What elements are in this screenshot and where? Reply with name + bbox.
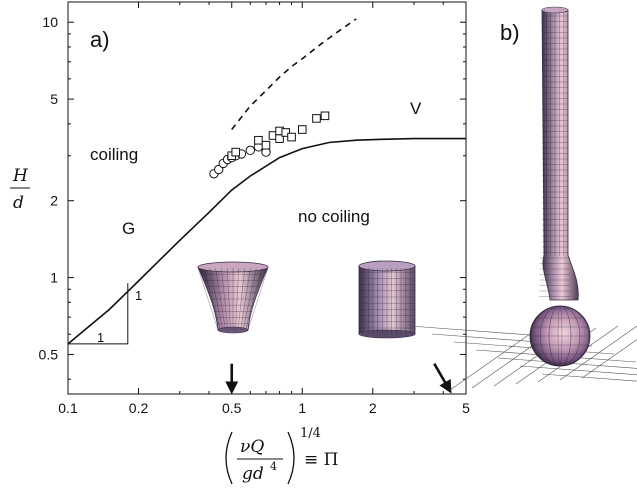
data-point-square (281, 128, 291, 137)
x-label-equiv: ≡ Π (304, 450, 338, 470)
x-ticks: 0.1 0.2 0.5 1 2 5 (58, 2, 470, 416)
floor-grid-line (449, 333, 531, 391)
y-ticks: 0.5 1 2 5 10 (39, 14, 466, 380)
floor-grid-line (559, 325, 637, 381)
x-label-exponent: 1/4 (300, 426, 321, 441)
data-point-square (275, 134, 284, 143)
x-tick-label: 0.1 (58, 400, 78, 416)
floor-grid-line (519, 365, 637, 376)
markers (209, 111, 330, 179)
floor-grid-line (497, 357, 637, 369)
slope-run-label: 1 (97, 330, 104, 345)
x-axis-label: νQ gd 4 1/4 ≡ Π (225, 426, 338, 485)
panel-label-a: a) (90, 27, 110, 52)
slope-triangle (68, 283, 129, 345)
solid-curve (67, 137, 466, 345)
x-tick-label: 5 (462, 400, 470, 416)
no-coiling-label: no coiling (298, 207, 370, 226)
data-point-square (231, 147, 241, 157)
cylinder-icon (358, 260, 416, 339)
coiling-filament-icon (409, 6, 637, 391)
x-tick-label: 2 (369, 400, 377, 416)
x-label-denominator-power: 4 (270, 460, 277, 473)
v-label: V (410, 99, 422, 118)
x-label-left-paren (225, 431, 233, 485)
x-label-numerator: νQ (240, 437, 264, 457)
floor-grid-line (541, 373, 637, 382)
x-label-denominator: gd (242, 464, 264, 484)
x-tick-label: 1 (298, 400, 306, 416)
data-point-square (320, 111, 330, 121)
data-point-square (254, 135, 263, 145)
tapered-cylinder-icon (197, 261, 269, 334)
data-point-circle (245, 145, 255, 156)
y-tick-label: 10 (42, 14, 58, 30)
data-point-square (261, 140, 271, 150)
data-point-square (297, 125, 307, 134)
data-point-square (312, 114, 321, 123)
x-tick-label: 0.5 (222, 400, 242, 416)
x-tick-label: 0.2 (129, 400, 149, 416)
y-axis-label: H d (10, 166, 30, 213)
curves (67, 18, 466, 395)
y-tick-label: 5 (50, 91, 58, 107)
y-tick-label: 1 (50, 270, 58, 286)
cone-mesh-line (197, 267, 219, 331)
y-tick-label: 0.5 (39, 346, 59, 362)
y-label-denominator: d (13, 193, 24, 213)
g-label: G (122, 219, 135, 238)
cone-mesh-line (247, 267, 269, 331)
panel-label-b: b) (500, 20, 520, 45)
plot-frame (67, 1, 467, 395)
floor-grid-line (581, 339, 637, 379)
y-label-numerator: H (12, 166, 29, 186)
dashed-curve (231, 18, 357, 130)
pointer-arrow (433, 363, 452, 394)
coiling-label: coiling (90, 145, 138, 164)
slope-rise-label: 1 (135, 288, 142, 303)
y-tick-label: 2 (50, 193, 58, 209)
x-label-right-paren (287, 431, 295, 485)
data-point-square (287, 132, 296, 142)
